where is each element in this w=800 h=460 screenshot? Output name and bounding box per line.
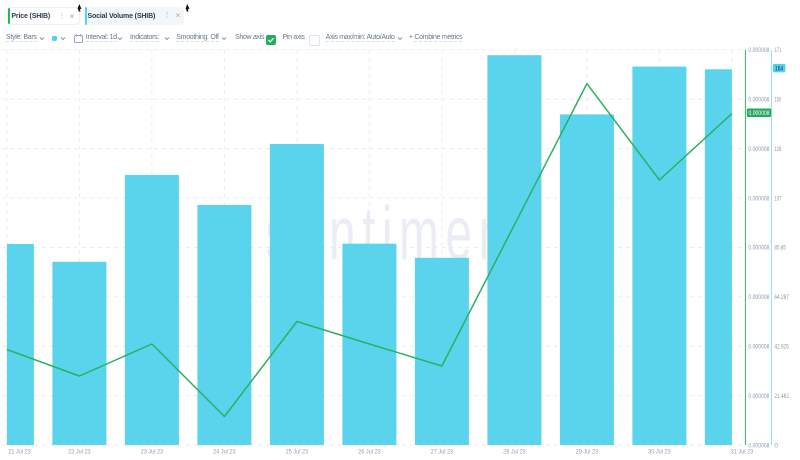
svg-text:164: 164 (775, 66, 783, 73)
svg-text:0: 0 (774, 442, 778, 449)
svg-text:26 Jul 23: 26 Jul 23 (358, 450, 381, 456)
svg-text:27 Jul 23: 27 Jul 23 (431, 450, 454, 456)
svg-text:28 Jul 23: 28 Jul 23 (503, 450, 526, 456)
svg-text:0.000008: 0.000008 (748, 97, 769, 104)
svg-text:150: 150 (774, 97, 781, 104)
svg-text:31 Jul 23: 31 Jul 23 (731, 450, 754, 456)
svg-text:25 Jul 23: 25 Jul 23 (286, 450, 309, 456)
svg-text:171: 171 (774, 47, 781, 54)
svg-text:21 Jul 23: 21 Jul 23 (8, 450, 31, 456)
svg-text:30 Jul 23: 30 Jul 23 (648, 450, 671, 456)
svg-text:0.000008: 0.000008 (749, 110, 770, 117)
svg-text:23 Jul 23: 23 Jul 23 (141, 450, 164, 456)
svg-text:85.85: 85.85 (774, 245, 786, 252)
svg-text:64.287: 64.287 (774, 294, 789, 301)
svg-text:0.000008: 0.000008 (748, 47, 769, 54)
svg-text:107: 107 (774, 195, 781, 202)
svg-text:0.000008: 0.000008 (748, 245, 769, 252)
svg-text:0.000008: 0.000008 (748, 393, 769, 400)
svg-text:22 Jul 23: 22 Jul 23 (68, 450, 91, 456)
svg-text:24 Jul 23: 24 Jul 23 (213, 450, 236, 456)
svg-text:0.000008: 0.000008 (748, 294, 769, 301)
svg-text:21.462: 21.462 (774, 393, 789, 400)
svg-text:0.000008: 0.000008 (748, 442, 769, 449)
svg-text:0.000008: 0.000008 (748, 344, 769, 351)
svg-text:42.925: 42.925 (774, 344, 789, 351)
svg-text:0.000008: 0.000008 (748, 146, 769, 153)
svg-text:29 Jul 23: 29 Jul 23 (576, 450, 599, 456)
svg-text:0.000008: 0.000008 (748, 195, 769, 202)
svg-text:128: 128 (774, 146, 781, 153)
